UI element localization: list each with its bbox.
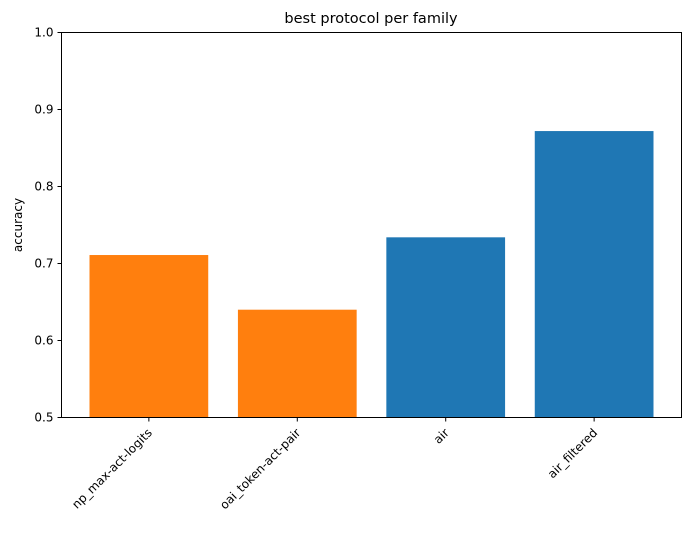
y-tick-label: 1.0 bbox=[34, 26, 53, 40]
y-tick-label: 0.9 bbox=[34, 103, 53, 117]
plot-frame bbox=[61, 32, 682, 418]
y-axis-title: accuracy bbox=[11, 198, 25, 252]
y-tick-label: 0.6 bbox=[34, 334, 53, 348]
bar-air bbox=[386, 237, 506, 418]
y-tick-label: 0.7 bbox=[34, 257, 53, 271]
bar-air_filtered bbox=[534, 131, 654, 418]
x-axis-ticks: np_max-act-logits oai_token-act-pair air ai… bbox=[69, 417, 600, 512]
y-axis-ticks: 0.5 0.6 0.7 0.8 0.9 1.0 bbox=[34, 26, 62, 425]
y-tick-label: 0.5 bbox=[34, 411, 53, 425]
x-tick-label: np_max-act-logits bbox=[69, 426, 155, 512]
bars bbox=[89, 131, 654, 418]
x-tick-label: air_filtered bbox=[545, 426, 600, 481]
bar-oai_token-act-pair bbox=[237, 309, 357, 418]
x-tick-label: air bbox=[431, 426, 452, 447]
x-tick-label: oai_token-act-pair bbox=[217, 426, 303, 512]
y-tick-label: 0.8 bbox=[34, 180, 53, 194]
chart-title: best protocol per family bbox=[284, 11, 458, 27]
bar-np_max-act-logits bbox=[89, 255, 209, 418]
